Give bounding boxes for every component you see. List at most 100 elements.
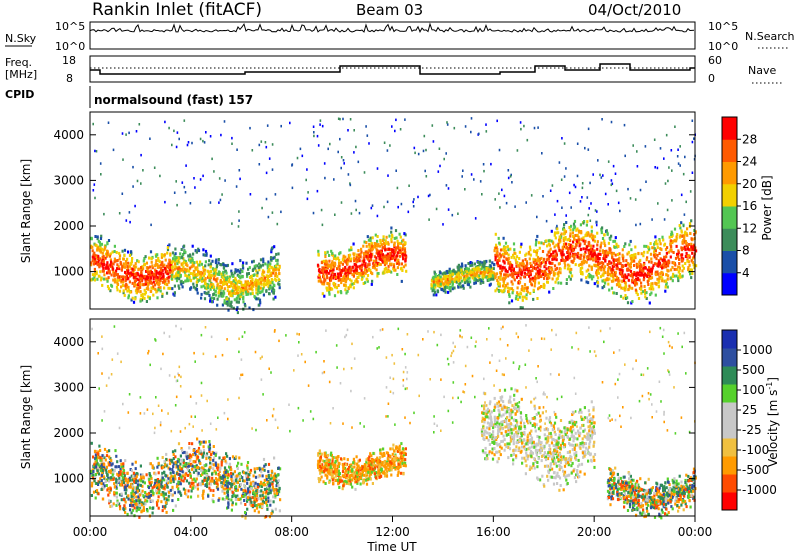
scatter-cell	[210, 300, 213, 304]
scatter-cell	[508, 293, 511, 296]
scatter-cell	[248, 306, 251, 310]
scatter-cell	[176, 460, 179, 464]
scatter-cell	[107, 461, 110, 465]
scatter-cell	[313, 134, 315, 138]
scatter-cell	[569, 255, 572, 259]
scatter-cell	[469, 264, 472, 268]
scatter-cell	[331, 287, 334, 291]
scatter-cell	[257, 266, 260, 270]
scatter-cell	[220, 263, 223, 267]
scatter-cell	[432, 287, 435, 291]
scatter-cell	[645, 244, 648, 248]
scatter-cell	[316, 189, 319, 193]
scatter-cell	[204, 286, 207, 290]
scatter-cell	[325, 269, 328, 273]
scatter-cell	[150, 260, 153, 264]
scatter-cell	[140, 182, 142, 185]
scatter-cell	[237, 498, 240, 501]
scatter-cell	[327, 288, 330, 292]
scatter-cell	[160, 266, 163, 270]
scatter-cell	[197, 249, 201, 253]
scatter-cell	[482, 163, 485, 166]
scatter-cell	[603, 250, 606, 253]
scatter-cell	[564, 236, 567, 239]
scatter-cell	[277, 268, 280, 272]
scatter-cell	[516, 298, 520, 301]
scatter-cell	[371, 279, 374, 283]
scatter-cell	[141, 274, 144, 278]
scatter-cell	[91, 245, 94, 249]
scatter-cell	[390, 250, 394, 254]
scatter-cell	[583, 252, 586, 256]
scatter-cell	[164, 280, 167, 284]
scatter-cell	[229, 275, 232, 279]
scatter-cell	[354, 199, 357, 203]
scatter-cell	[366, 277, 369, 281]
scatter-cell	[540, 241, 543, 245]
scatter-cell	[580, 278, 583, 282]
scatter-cell	[358, 259, 361, 263]
scatter-cell	[207, 263, 210, 267]
scatter-cell	[610, 183, 613, 187]
scatter-cell	[192, 483, 195, 487]
scatter-cell	[537, 287, 540, 291]
scatter-cell	[274, 295, 277, 299]
scatter-cell	[136, 506, 139, 510]
scatter-cell	[216, 468, 219, 472]
scatter-cell	[209, 270, 213, 274]
scatter-cell	[643, 276, 646, 280]
scatter-cell	[260, 278, 263, 282]
scatter-cell	[430, 284, 433, 288]
scatter-cell	[350, 248, 353, 252]
scatter-cell	[199, 178, 202, 181]
scatter-cell	[97, 483, 100, 486]
scatter-cell	[499, 264, 502, 268]
scatter-cell	[695, 249, 698, 253]
scatter-cell	[248, 266, 251, 270]
scatter-cell	[120, 285, 123, 289]
scatter-cell	[672, 251, 675, 254]
scatter-cell	[542, 242, 545, 246]
scatter-cell	[136, 472, 139, 476]
scatter-cell	[646, 250, 649, 254]
scatter-cell	[585, 276, 588, 280]
scatter-cell	[102, 266, 105, 270]
scatter-cell	[626, 252, 629, 256]
scatter-cell	[451, 272, 454, 276]
scatter-cell	[183, 270, 187, 274]
scatter-cell	[585, 260, 588, 264]
scatter-cell	[396, 273, 399, 276]
scatter-cell	[629, 269, 633, 273]
scatter-cell	[341, 262, 344, 266]
scatter-cell	[212, 293, 215, 297]
scatter-cell	[483, 169, 485, 173]
scatter-cell	[643, 250, 646, 254]
scatter-cell	[584, 146, 586, 150]
scatter-cell	[519, 245, 522, 249]
scatter-cell	[636, 293, 639, 297]
scatter-cell	[342, 277, 345, 281]
scatter-cell	[544, 261, 547, 264]
scatter-cell	[363, 260, 366, 263]
scatter-cell	[568, 237, 571, 241]
scatter-cell	[464, 188, 466, 191]
scatter-cell	[145, 277, 149, 280]
scatter-cell	[667, 274, 670, 278]
scatter-cell	[213, 170, 215, 173]
scatter-cell	[431, 289, 434, 293]
scatter-cell	[351, 273, 354, 277]
scatter-cell	[440, 278, 443, 282]
scatter-cell	[148, 473, 151, 477]
scatter-cell	[408, 184, 410, 187]
scatter-cell	[671, 199, 673, 202]
scatter-cell	[334, 213, 336, 216]
scatter-cell	[157, 288, 160, 292]
scatter-cell	[257, 303, 260, 307]
scatter-cell	[537, 241, 541, 245]
scatter-cell	[498, 289, 501, 293]
scatter-cell	[230, 290, 233, 294]
scatter-cell	[652, 287, 655, 291]
scatter-cell	[596, 243, 599, 247]
scatter-cell	[394, 268, 397, 272]
scatter-cell	[173, 267, 176, 271]
